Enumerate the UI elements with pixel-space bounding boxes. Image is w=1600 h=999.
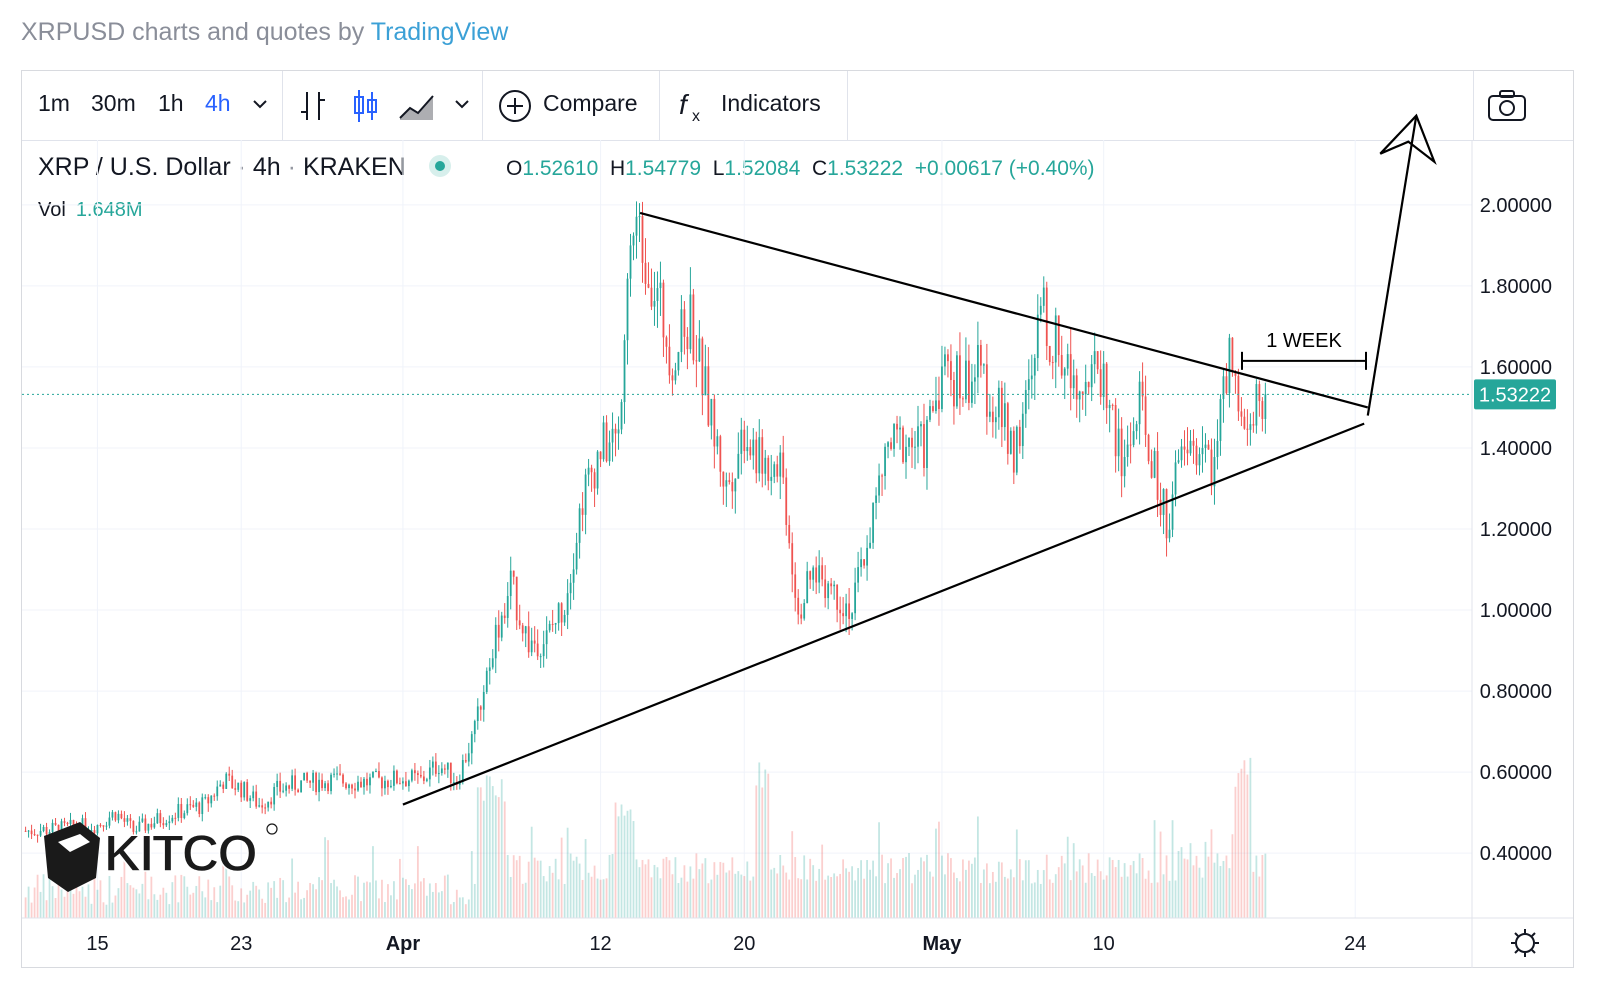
toolbar-divider bbox=[282, 71, 283, 141]
attribution-prefix: XRPUSD charts and quotes by bbox=[21, 18, 365, 46]
ohlc-values: O1.52610 H1.54779 L1.52084 C1.53222 +0.0… bbox=[506, 157, 1095, 181]
toolbar-divider bbox=[482, 71, 483, 141]
interval-30m-button[interactable]: 30m bbox=[91, 90, 136, 116]
svg-text:x: x bbox=[692, 108, 700, 124]
market-status-dot bbox=[434, 161, 445, 172]
svg-text:f: f bbox=[679, 89, 690, 120]
chart-widget: 1m 30m 1h 4h bbox=[21, 70, 1574, 968]
camera-snapshot-icon[interactable] bbox=[1487, 88, 1527, 122]
symbol-name[interactable]: XRP / U.S. Dollar bbox=[38, 153, 231, 181]
settings-gear-icon[interactable] bbox=[1511, 929, 1539, 957]
symbol-legend: XRP / U.S. Dollar · 4h · KRAKEN bbox=[38, 153, 461, 182]
chart-type-dropdown-chevron-icon[interactable] bbox=[454, 99, 470, 111]
legend-exchange: KRAKEN bbox=[302, 153, 406, 181]
compare-button[interactable]: Compare bbox=[543, 90, 638, 116]
open-value: 1.52610 bbox=[522, 157, 599, 180]
low-value: 1.52084 bbox=[724, 157, 801, 180]
toolbar-divider bbox=[659, 71, 660, 141]
volume-legend: Vol 1.648M bbox=[38, 199, 143, 222]
tradingview-link[interactable]: TradingView bbox=[370, 18, 509, 46]
legend-interval: 4h bbox=[252, 153, 281, 181]
interval-1m-button[interactable]: 1m bbox=[38, 90, 70, 116]
chart-toolbar: 1m 30m 1h 4h bbox=[22, 71, 1573, 141]
compare-plus-icon[interactable] bbox=[498, 88, 532, 124]
interval-1h-button[interactable]: 1h bbox=[158, 90, 184, 116]
chart-attribution: XRPUSD charts and quotes by TradingView bbox=[21, 18, 508, 47]
area-chart-type-icon[interactable] bbox=[398, 88, 436, 124]
volume-label: Vol bbox=[38, 199, 66, 221]
bar-chart-type-icon[interactable] bbox=[298, 88, 328, 124]
low-label: L bbox=[712, 157, 725, 180]
volume-value: 1.648M bbox=[75, 199, 143, 221]
open-label: O bbox=[506, 157, 523, 180]
high-value: 1.54779 bbox=[625, 157, 702, 180]
close-label: C bbox=[811, 157, 828, 180]
high-label: H bbox=[609, 157, 626, 180]
indicators-fx-icon[interactable]: f x bbox=[678, 88, 708, 124]
close-value: 1.53222 bbox=[827, 157, 904, 180]
candlestick-chart-type-icon[interactable] bbox=[350, 88, 380, 124]
interval-4h-button[interactable]: 4h bbox=[205, 90, 231, 116]
toolbar-divider bbox=[847, 71, 848, 141]
indicators-button[interactable]: Indicators bbox=[721, 90, 821, 116]
change-value: +0.00617 (+0.40%) bbox=[914, 157, 1095, 180]
interval-dropdown-chevron-icon[interactable] bbox=[252, 99, 268, 111]
toolbar-divider bbox=[1473, 71, 1474, 141]
